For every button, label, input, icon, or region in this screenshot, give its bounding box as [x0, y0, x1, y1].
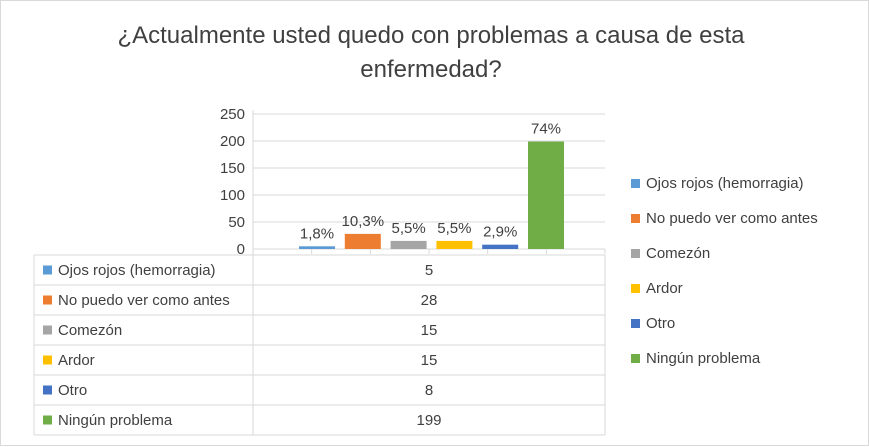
- legend-label-5: Ningún problema: [646, 350, 761, 367]
- y-tick-label-200: 200: [220, 133, 245, 150]
- y-tick-label-150: 150: [220, 160, 245, 177]
- table-legend-key-0: [43, 265, 52, 275]
- bar-0: [299, 246, 335, 249]
- data-label-5: 74%: [531, 121, 561, 138]
- legend-item-0: Ojos rojos (hemorragia): [631, 166, 866, 201]
- legend-label-4: Otro: [646, 315, 676, 332]
- table-value-1: 28: [421, 292, 438, 309]
- chart-legend: Ojos rojos (hemorragia) No puedo ver como…: [631, 166, 866, 376]
- legend-label-0: Ojos rojos (hemorragia): [646, 175, 804, 192]
- bar-2: [390, 240, 427, 249]
- bar-3: [436, 240, 473, 249]
- legend-item-3: Ardor: [631, 271, 866, 306]
- table-value-3: 15: [421, 352, 438, 369]
- chart-title: ¿Actualmente usted quedo con problemas a…: [117, 22, 745, 83]
- legend-swatch-1: [631, 214, 640, 223]
- data-label-2: 5,5%: [391, 220, 425, 237]
- legend-item-5: Ningún problema: [631, 341, 866, 376]
- table-value-2: 15: [421, 322, 438, 339]
- legend-item-1: No puedo ver como antes: [631, 201, 866, 236]
- y-tick-label-50: 50: [228, 214, 245, 231]
- table-category-label-0: Ojos rojos (hemorragia): [58, 262, 216, 279]
- legend-label-3: Ardor: [646, 280, 683, 297]
- table-category-label-3: Ardor: [58, 352, 95, 369]
- legend-label-2: Comezón: [646, 245, 711, 262]
- legend-swatch-5: [631, 354, 640, 363]
- bar-1: [344, 233, 381, 249]
- table-value-0: 5: [425, 262, 433, 279]
- legend-label-1: No puedo ver como antes: [646, 210, 818, 227]
- y-tick-label-100: 100: [220, 187, 245, 204]
- y-tick-label-250: 250: [220, 106, 245, 123]
- table-category-label-5: Ningún problema: [58, 412, 173, 429]
- table-legend-key-1: [43, 295, 52, 305]
- bar-5: [528, 141, 564, 249]
- table-category-label-4: Otro: [58, 382, 87, 399]
- table-value-5: 199: [416, 412, 441, 429]
- legend-item-4: Otro: [631, 306, 866, 341]
- data-label-0: 1,8%: [300, 225, 334, 242]
- y-tick-label-0: 0: [237, 241, 245, 258]
- legend-swatch-2: [631, 249, 640, 258]
- table-category-label-2: Comezón: [58, 322, 122, 339]
- table-legend-key-5: [43, 415, 52, 425]
- data-label-4: 2,9%: [483, 224, 517, 241]
- table-category-label-1: No puedo ver como antes: [58, 292, 230, 309]
- data-label-3: 5,5%: [437, 220, 471, 237]
- legend-item-2: Comezón: [631, 236, 866, 271]
- table-legend-key-3: [43, 355, 52, 365]
- table-legend-key-2: [43, 325, 52, 335]
- data-label-1: 10,3%: [342, 213, 385, 230]
- bar-4: [482, 244, 519, 249]
- legend-swatch-3: [631, 284, 640, 293]
- legend-swatch-0: [631, 179, 640, 188]
- table-value-4: 8: [425, 382, 433, 399]
- legend-swatch-4: [631, 319, 640, 328]
- table-legend-key-4: [43, 385, 52, 395]
